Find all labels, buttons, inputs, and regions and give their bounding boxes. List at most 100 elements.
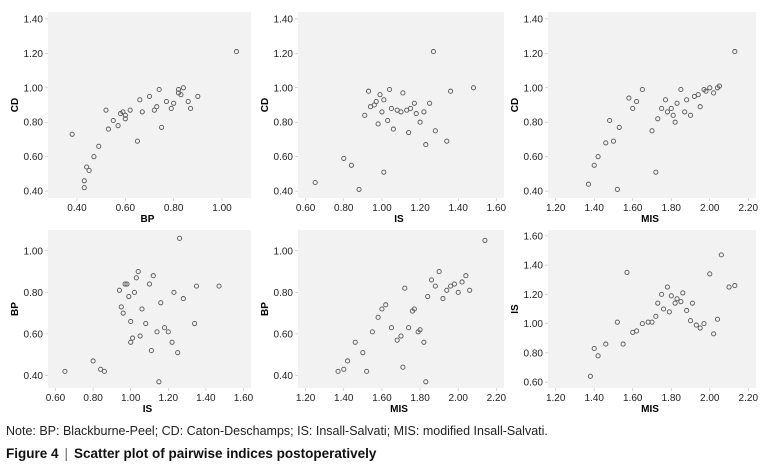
data-point xyxy=(161,325,168,331)
data-point xyxy=(697,104,703,110)
data-point xyxy=(649,319,655,325)
data-point xyxy=(398,109,404,115)
data-point xyxy=(661,306,667,312)
data-point xyxy=(428,277,435,283)
scatter-panel-4: 0.60 0.80 1.00 1.20 1.40 1.600.400.600.801.00… xyxy=(10,230,254,415)
data-point xyxy=(178,92,184,98)
data-point xyxy=(455,289,461,295)
data-point xyxy=(139,306,145,312)
x-tick-label: 0.60 xyxy=(296,203,316,214)
data-point xyxy=(193,283,200,289)
data-point xyxy=(373,99,379,105)
x-tick-label: 1.20 xyxy=(410,203,430,214)
data-point xyxy=(398,333,404,339)
data-point xyxy=(90,358,96,364)
data-point xyxy=(411,306,417,312)
x-tick-label: 2.20 xyxy=(739,393,759,404)
data-point xyxy=(146,281,153,287)
data-point xyxy=(139,109,145,115)
data-point xyxy=(732,283,738,289)
y-tick-label: 0.60 xyxy=(524,378,544,389)
x-tick-label: 2.00 xyxy=(700,203,720,214)
data-point xyxy=(624,269,630,275)
data-point xyxy=(168,105,174,111)
data-point xyxy=(366,88,372,94)
data-point xyxy=(163,99,169,105)
data-point xyxy=(664,109,670,115)
data-point xyxy=(369,329,375,335)
data-point xyxy=(98,366,104,372)
data-point xyxy=(459,279,465,285)
x-tick-label: 1.20 xyxy=(546,203,566,214)
y-tick-label: 0.80 xyxy=(274,288,294,299)
y-tick-label: 1.00 xyxy=(24,246,44,257)
data-point xyxy=(180,85,186,91)
y-tick-label: 1.00 xyxy=(274,83,294,94)
data-point xyxy=(118,304,124,310)
data-point xyxy=(387,86,393,93)
data-point xyxy=(634,99,640,105)
data-point xyxy=(668,293,674,299)
data-point xyxy=(110,117,116,124)
data-point xyxy=(134,138,140,144)
figure-title: Scatter plot of pairwise indices postope… xyxy=(74,446,377,461)
data-point xyxy=(185,99,191,105)
data-point xyxy=(687,112,694,118)
figure-note: Note: BP: Blackburne-Peel; CD: Caton-Des… xyxy=(6,424,548,438)
data-point xyxy=(436,269,442,275)
data-point xyxy=(448,88,454,94)
data-point xyxy=(451,281,457,287)
y-tick-label: 0.60 xyxy=(24,329,44,340)
data-point xyxy=(707,85,713,91)
y-axis-label: CD xyxy=(260,98,271,112)
data-point xyxy=(364,368,370,374)
data-point xyxy=(171,100,177,106)
data-point xyxy=(175,350,181,356)
data-point xyxy=(177,235,183,241)
data-point xyxy=(122,112,128,118)
figure-label: Figure 4 xyxy=(6,446,59,461)
data-point xyxy=(381,169,387,175)
data-point xyxy=(156,379,162,385)
y-tick-label: 1.60 xyxy=(524,231,544,242)
data-point xyxy=(131,289,138,295)
x-tick-label: 1.00 xyxy=(121,393,141,404)
data-point xyxy=(662,97,669,103)
data-point xyxy=(86,167,92,173)
data-point xyxy=(406,325,412,331)
data-point xyxy=(666,309,672,315)
data-point xyxy=(105,126,111,132)
data-point xyxy=(711,90,717,96)
data-point xyxy=(379,306,385,312)
data-point xyxy=(120,310,126,316)
data-point xyxy=(421,109,427,115)
data-point xyxy=(680,290,686,296)
data-point xyxy=(603,140,609,146)
y-tick-label: 0.40 xyxy=(24,187,44,198)
data-point xyxy=(603,341,609,347)
y-tick-label: 0.80 xyxy=(524,348,544,359)
x-tick-label: 1.80 xyxy=(662,393,682,404)
x-tick-label: 1.80 xyxy=(662,203,682,214)
data-point xyxy=(126,293,132,300)
data-point xyxy=(463,273,469,279)
data-point xyxy=(423,142,429,148)
data-point xyxy=(135,269,141,275)
data-point xyxy=(425,293,431,300)
data-point xyxy=(96,143,102,149)
y-tick-label: 1.20 xyxy=(24,49,44,60)
data-point xyxy=(175,86,182,93)
data-point xyxy=(417,119,423,125)
y-axis-label: BP xyxy=(10,302,21,316)
data-point xyxy=(595,154,601,160)
x-axis-label: MIS xyxy=(641,214,659,225)
data-point xyxy=(701,321,707,327)
x-axis-label: MIS xyxy=(641,404,659,415)
x-tick-label: 1.40 xyxy=(584,203,604,214)
data-point xyxy=(122,116,128,122)
data-point xyxy=(101,368,107,374)
data-point xyxy=(585,181,591,187)
data-point xyxy=(128,339,134,345)
x-tick-label: 2.20 xyxy=(739,203,759,214)
data-point xyxy=(427,100,433,106)
